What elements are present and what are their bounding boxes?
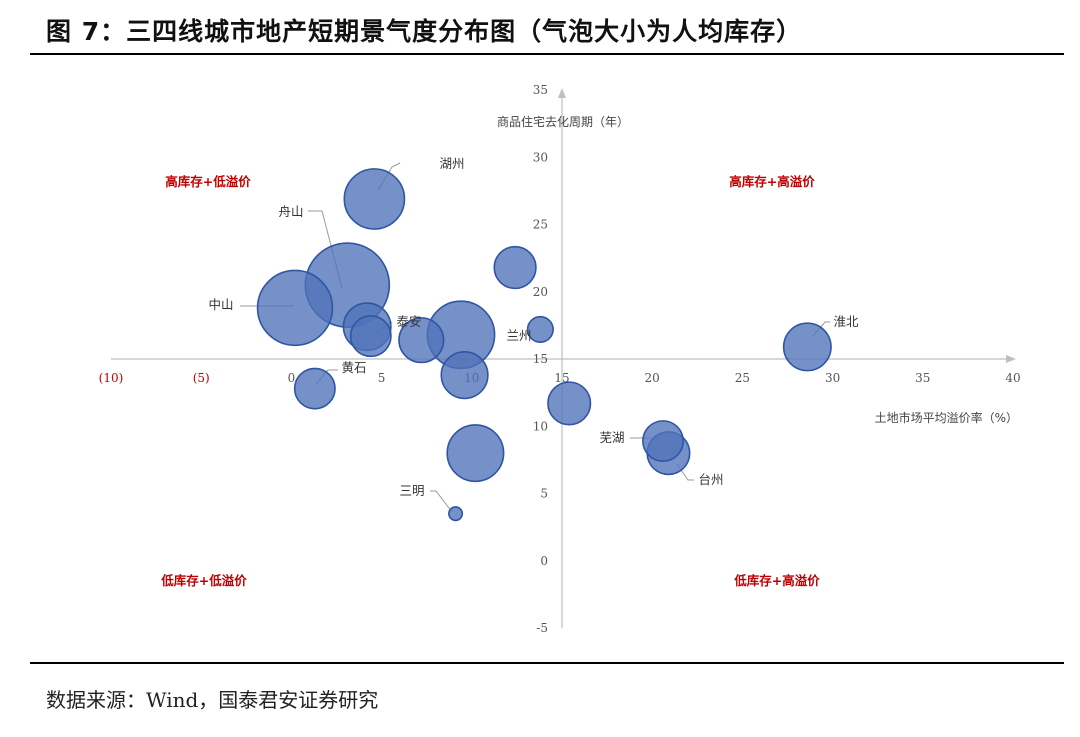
- y-tick-label: 20: [533, 285, 548, 299]
- top-rule: [30, 53, 1064, 55]
- quadrant-label-top-right: 高库存+高溢价: [729, 174, 815, 189]
- y-tick-label: 25: [533, 218, 548, 232]
- chart-axes: (10)(5)051015202530354035302520151050-5商…: [99, 83, 1021, 635]
- bubble-湖州: [343, 168, 406, 230]
- bubble-中山: [256, 269, 334, 347]
- figure-title: 图 7：三四线城市地产短期景气度分布图（气泡大小为人均库存）: [46, 17, 803, 46]
- bubble-黄石: [293, 367, 336, 410]
- y-tick-label: 35: [533, 83, 548, 97]
- y-axis-arrow: [558, 88, 566, 98]
- city-label: 台州: [698, 472, 723, 487]
- bubble: [440, 351, 489, 400]
- bubble: [547, 381, 592, 426]
- x-tick-label: 30: [825, 371, 840, 385]
- bubble: [446, 424, 505, 483]
- quadrant-label-bottom-right: 低库存+高溢价: [733, 573, 820, 588]
- y-tick-label: 10: [533, 419, 548, 433]
- city-label: 兰州: [506, 328, 531, 343]
- city-label: 黄石: [341, 360, 366, 375]
- quadrant-label-bottom-left: 低库存+低溢价: [160, 573, 247, 588]
- y-tick-label: -5: [536, 621, 548, 635]
- city-label: 中山: [208, 297, 233, 312]
- bubble: [493, 245, 537, 290]
- city-label: 泰安: [396, 314, 421, 329]
- x-axis-arrow: [1006, 355, 1016, 363]
- data-source-note: 数据来源：Wind，国泰君安证券研究: [46, 688, 379, 712]
- x-tick-label: 15: [554, 371, 569, 385]
- city-label: 芜湖: [599, 430, 624, 445]
- x-axis-title: 土地市场平均溢价率（%）: [875, 410, 1018, 425]
- bubble-泰安: [349, 315, 392, 358]
- x-tick-label: (5): [193, 371, 210, 385]
- leader-line: [430, 490, 453, 513]
- bubble-芜湖: [642, 420, 685, 463]
- bubbles: [256, 168, 832, 522]
- bubble-三明: [448, 506, 464, 522]
- quadrant-label-top-left: 高库存+低溢价: [165, 174, 251, 189]
- bottom-rule: [30, 662, 1064, 664]
- x-tick-label: 25: [735, 371, 750, 385]
- x-tick-label: 20: [645, 371, 660, 385]
- x-tick-label: (10): [99, 371, 124, 385]
- y-tick-label: 5: [540, 487, 548, 501]
- y-tick-label: 0: [540, 554, 548, 568]
- city-label: 淮北: [833, 314, 859, 329]
- bubble-淮北: [782, 322, 832, 372]
- x-tick-label: 0: [288, 371, 296, 385]
- bubble-兰州: [526, 315, 554, 343]
- x-tick-label: 35: [915, 371, 930, 385]
- x-tick-label: 40: [1005, 371, 1020, 385]
- y-axis-title: 商品住宅去化周期（年）: [497, 114, 629, 129]
- city-label: 舟山: [278, 204, 303, 219]
- city-label: 三明: [399, 483, 424, 498]
- bubble: [398, 317, 445, 364]
- y-tick-label: 15: [533, 352, 548, 366]
- city-label: 湖州: [439, 156, 464, 171]
- y-tick-label: 30: [533, 150, 548, 164]
- x-tick-label: 5: [378, 371, 386, 385]
